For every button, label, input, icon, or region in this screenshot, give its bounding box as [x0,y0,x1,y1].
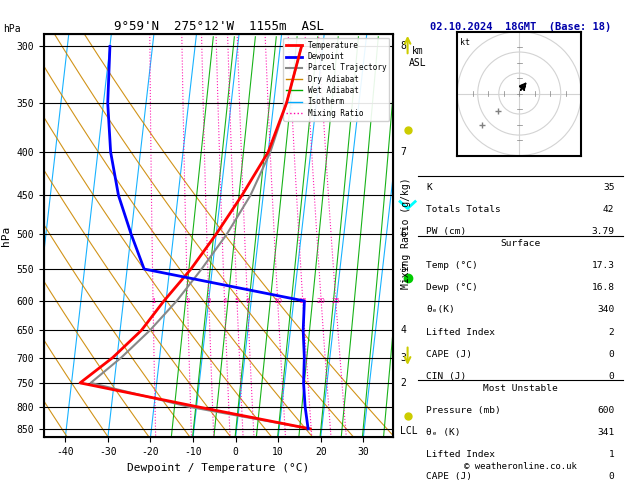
Text: θₑ (K): θₑ (K) [426,428,461,437]
Text: 02.10.2024  18GMT  (Base: 18): 02.10.2024 18GMT (Base: 18) [430,21,611,32]
Text: 17.3: 17.3 [591,261,615,270]
Text: 2: 2 [186,298,190,304]
Text: Lifted Index: Lifted Index [426,450,496,459]
Text: 4: 4 [400,325,406,335]
Text: 20: 20 [317,298,326,304]
Text: 16.8: 16.8 [591,283,615,292]
Text: kt: kt [460,38,470,47]
Text: Mixing Ratio (g/kg): Mixing Ratio (g/kg) [401,177,411,289]
Text: 2: 2 [400,378,406,388]
Text: 15: 15 [298,298,307,304]
Text: 3.79: 3.79 [591,227,615,236]
Text: PW (cm): PW (cm) [426,227,467,236]
Y-axis label: hPa: hPa [1,226,11,246]
Text: θₑ(K): θₑ(K) [426,306,455,314]
Text: 341: 341 [598,428,615,437]
Text: K: K [426,183,432,192]
Text: © weatheronline.co.uk: © weatheronline.co.uk [464,462,577,471]
Text: km
ASL: km ASL [409,46,426,68]
Text: Pressure (mb): Pressure (mb) [426,406,501,415]
Text: 0: 0 [609,350,615,359]
Text: 6: 6 [245,298,250,304]
X-axis label: Dewpoint / Temperature (°C): Dewpoint / Temperature (°C) [128,463,309,473]
Text: 5: 5 [235,298,239,304]
Text: 2: 2 [609,328,615,337]
Text: hPa: hPa [3,24,21,34]
Text: 7: 7 [400,147,406,157]
Text: Lifted Index: Lifted Index [426,328,496,337]
Text: 1: 1 [151,298,155,304]
Legend: Temperature, Dewpoint, Parcel Trajectory, Dry Adiabat, Wet Adiabat, Isotherm, Mi: Temperature, Dewpoint, Parcel Trajectory… [283,38,389,121]
Text: Temp (°C): Temp (°C) [426,261,478,270]
Text: Most Unstable: Most Unstable [483,384,558,393]
Text: 6: 6 [400,229,406,239]
Text: 0: 0 [609,472,615,481]
Title: 9°59'N  275°12'W  1155m  ASL: 9°59'N 275°12'W 1155m ASL [114,20,323,33]
Text: 600: 600 [598,406,615,415]
Text: Totals Totals: Totals Totals [426,205,501,214]
Text: CAPE (J): CAPE (J) [426,472,472,481]
Text: 5: 5 [400,264,406,274]
Text: 42: 42 [603,205,615,214]
Text: 3: 3 [206,298,211,304]
Text: 1: 1 [609,450,615,459]
Text: 35: 35 [603,183,615,192]
Text: Dewp (°C): Dewp (°C) [426,283,478,292]
Text: 25: 25 [331,298,340,304]
Text: Surface: Surface [501,240,540,248]
Text: 0: 0 [609,372,615,381]
Text: 340: 340 [598,306,615,314]
Text: 3: 3 [400,352,406,363]
Text: 10: 10 [273,298,282,304]
Text: 4: 4 [222,298,226,304]
Text: LCL: LCL [400,426,418,436]
Text: 8: 8 [400,41,406,52]
Text: CAPE (J): CAPE (J) [426,350,472,359]
Text: CIN (J): CIN (J) [426,372,467,381]
